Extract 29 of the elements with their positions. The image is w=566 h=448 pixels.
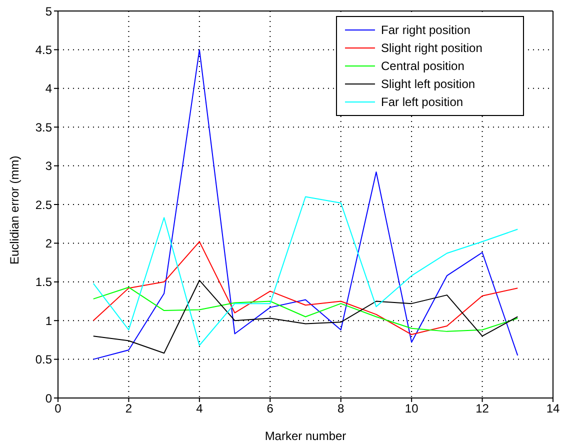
line-series — [92, 286, 518, 332]
y-tick-label: 2.5 — [35, 198, 52, 212]
y-tick-label: 3.5 — [35, 120, 52, 134]
y-tick-label: 0.5 — [35, 352, 52, 367]
line-series — [92, 241, 518, 336]
x-tick-label: 4 — [196, 402, 204, 416]
y-tick-label: 4.5 — [35, 42, 52, 57]
y-tick-label: 5 — [45, 4, 52, 18]
x-axis-title: Marker number — [264, 429, 346, 443]
x-tick-label: 10 — [404, 402, 419, 416]
y-tick-label: 2 — [45, 236, 52, 250]
legend-label: Slight left position — [381, 76, 476, 93]
y-tick-label: 4 — [45, 82, 52, 96]
x-tick-label: 6 — [266, 402, 274, 416]
x-tick-label: 12 — [476, 402, 490, 416]
x-tick-label: 2 — [125, 402, 132, 416]
legend-label: Far right position — [381, 22, 470, 39]
legend-label: Far left position — [381, 94, 464, 111]
legend-label: Central position — [381, 58, 464, 75]
y-tick-label: 1.5 — [35, 275, 52, 290]
y-tick-label: 0 — [45, 391, 52, 406]
x-tick-label: 0 — [54, 402, 62, 416]
y-axis-title: Euclidian error (mm) — [7, 156, 22, 264]
x-tick-label: 8 — [338, 402, 345, 416]
x-tick-label: 14 — [546, 402, 560, 416]
y-tick-label: 3 — [45, 159, 52, 174]
line-series — [92, 196, 518, 346]
legend-label: Slight right position — [381, 40, 482, 57]
y-tick-label: 1 — [45, 314, 52, 328]
